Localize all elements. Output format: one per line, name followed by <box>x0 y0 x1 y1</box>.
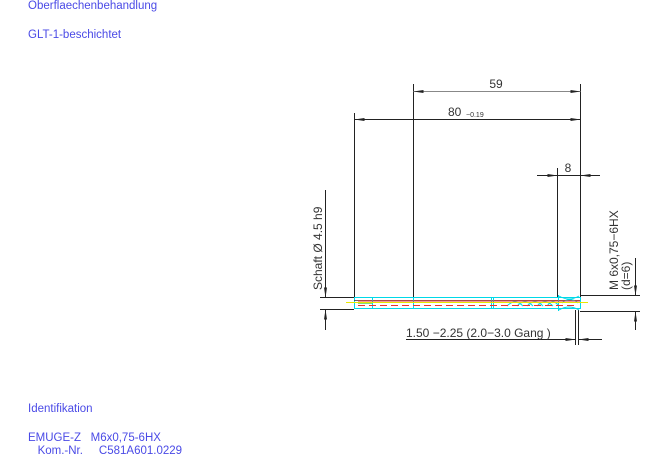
chamfer-dimension: 1.50 −2.25 (2.0−3.0 Gang ) <box>406 326 551 340</box>
product-line: EMUGE-Z M6x0,75-6HX <box>28 432 161 444</box>
shank-dimension: Schaft Ø 4.5 h9 <box>311 206 325 290</box>
thread-length-dimension: 59 <box>489 77 503 91</box>
surface-treatment-value: GLT-1-beschichtet <box>28 29 122 41</box>
total-length-dimension: 80 <box>448 105 462 119</box>
thread-diameter: (d=6) <box>619 262 633 290</box>
identification-label: Identifikation <box>28 403 93 415</box>
tool-body <box>346 295 588 311</box>
thread-spec: M 6x0,75−6HX <box>607 210 621 290</box>
surface-treatment-label: Oberflaechenbehandlung <box>28 0 158 12</box>
total-length-tolerance: −0.19 <box>466 112 484 119</box>
dimension-lines <box>320 84 640 345</box>
commission-line: Kom.-Nr. C581A601.0229 <box>28 445 183 457</box>
thread-end-dimension: 8 <box>565 161 572 175</box>
